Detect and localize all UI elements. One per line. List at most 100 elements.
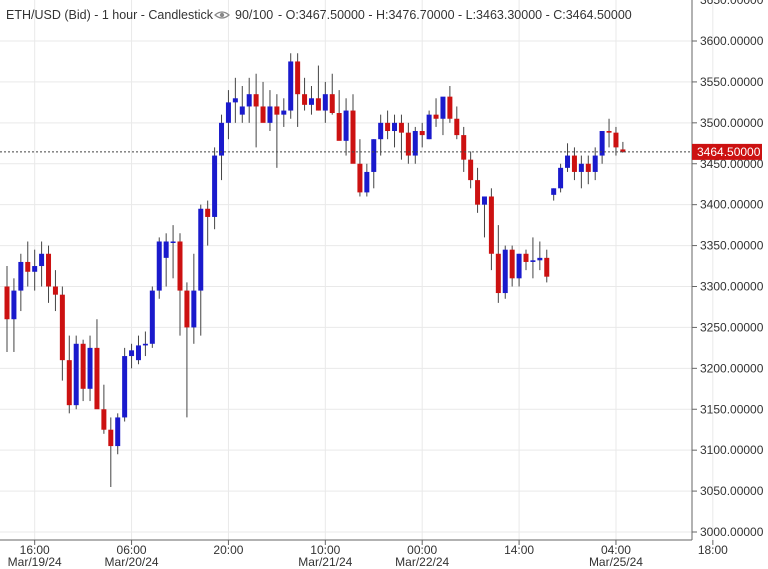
candle xyxy=(219,114,225,181)
y-tick-label: 3000.00000 xyxy=(700,525,764,539)
candle-body xyxy=(198,208,204,291)
candle-body xyxy=(170,241,176,243)
chart-title: ETH/USD (Bid) - 1 hour - Candlestick xyxy=(6,8,214,22)
y-tick-label: 3650.00000 xyxy=(700,0,764,7)
candle-body xyxy=(87,347,93,389)
candle xyxy=(122,347,128,422)
candle xyxy=(364,163,370,197)
candle-body xyxy=(433,114,439,119)
candle-body xyxy=(357,163,363,193)
candle xyxy=(184,282,190,418)
candle-body xyxy=(129,350,135,357)
y-tick-label: 3400.00000 xyxy=(700,198,764,212)
candle-body xyxy=(205,208,211,217)
candle xyxy=(343,98,349,156)
candle-body xyxy=(578,163,584,172)
candle-body xyxy=(516,253,522,279)
y-tick-label: 3550.00000 xyxy=(700,75,764,89)
candle-body xyxy=(80,343,86,389)
candle xyxy=(551,188,557,201)
candle xyxy=(101,384,107,434)
x-tick-date: Mar/21/24 xyxy=(298,555,352,569)
candle-body xyxy=(46,253,52,287)
candles xyxy=(4,53,626,487)
candle-body xyxy=(343,110,349,141)
candle xyxy=(350,94,356,164)
x-tick-time: 04:00 xyxy=(601,543,631,557)
candle-body xyxy=(523,253,529,262)
candle-body xyxy=(267,106,273,123)
candle xyxy=(198,204,204,336)
chart-header: ETH/USD (Bid) - 1 hour - Candlestick 90/… xyxy=(6,8,632,22)
candle xyxy=(613,126,619,156)
candle-body xyxy=(585,163,591,172)
candle xyxy=(73,335,79,410)
candle xyxy=(253,73,259,148)
candle xyxy=(523,249,529,271)
candle xyxy=(225,90,231,140)
candle xyxy=(115,413,121,455)
candle-body xyxy=(163,241,169,258)
x-tick-time: 00:00 xyxy=(407,543,437,557)
candle xyxy=(156,237,162,299)
candle-body xyxy=(11,290,17,320)
candle xyxy=(592,147,598,181)
y-tick-label: 3450.00000 xyxy=(700,157,764,171)
candle-body xyxy=(322,94,328,111)
candle xyxy=(558,163,564,193)
candle xyxy=(578,155,584,189)
candle-body xyxy=(378,122,384,140)
candle-body xyxy=(101,409,107,430)
candle-body xyxy=(530,260,536,262)
candle xyxy=(565,143,571,172)
candle xyxy=(509,245,515,287)
candle xyxy=(329,73,335,115)
candle-body xyxy=(599,131,605,156)
candle xyxy=(357,139,363,197)
candle xyxy=(620,141,626,153)
current-price-label: 3464.50000 xyxy=(697,145,761,159)
candle xyxy=(39,241,45,287)
candle xyxy=(46,245,52,303)
candle-body xyxy=(156,241,162,291)
candle-body xyxy=(274,106,280,115)
x-tick-date: Mar/19/24 xyxy=(8,555,62,569)
candle-body xyxy=(108,429,114,447)
axes xyxy=(0,0,693,541)
candle-body xyxy=(392,122,398,132)
candle xyxy=(170,225,176,279)
candle-body xyxy=(488,196,494,254)
candle xyxy=(59,286,65,381)
candle-body xyxy=(551,188,557,195)
candle xyxy=(205,200,211,246)
candle-body xyxy=(246,94,252,107)
candle xyxy=(274,94,280,168)
candle xyxy=(246,77,252,123)
candle-body xyxy=(32,266,38,272)
candle xyxy=(94,319,100,410)
candle xyxy=(412,126,418,164)
candle xyxy=(530,237,536,279)
candle-body xyxy=(571,155,577,172)
candle xyxy=(488,188,494,271)
y-axis-ticks: 3000.00000 3050.00000 3100.00000 3150.00000… xyxy=(692,0,764,539)
candle-body xyxy=(475,180,481,205)
candle xyxy=(191,253,197,344)
candle-body xyxy=(412,131,418,156)
candle-body xyxy=(537,257,543,261)
y-tick-label: 3350.00000 xyxy=(700,239,764,253)
candle-body xyxy=(481,196,487,205)
x-tick-time: 10:00 xyxy=(310,543,340,557)
candle xyxy=(315,65,321,111)
candle xyxy=(322,81,328,123)
candle-body xyxy=(371,139,377,172)
candle xyxy=(405,122,411,164)
candle xyxy=(385,110,391,140)
candle-body xyxy=(426,114,432,140)
candle xyxy=(336,90,342,141)
candle xyxy=(232,77,238,123)
candle-body xyxy=(73,343,79,406)
candle xyxy=(149,286,155,348)
